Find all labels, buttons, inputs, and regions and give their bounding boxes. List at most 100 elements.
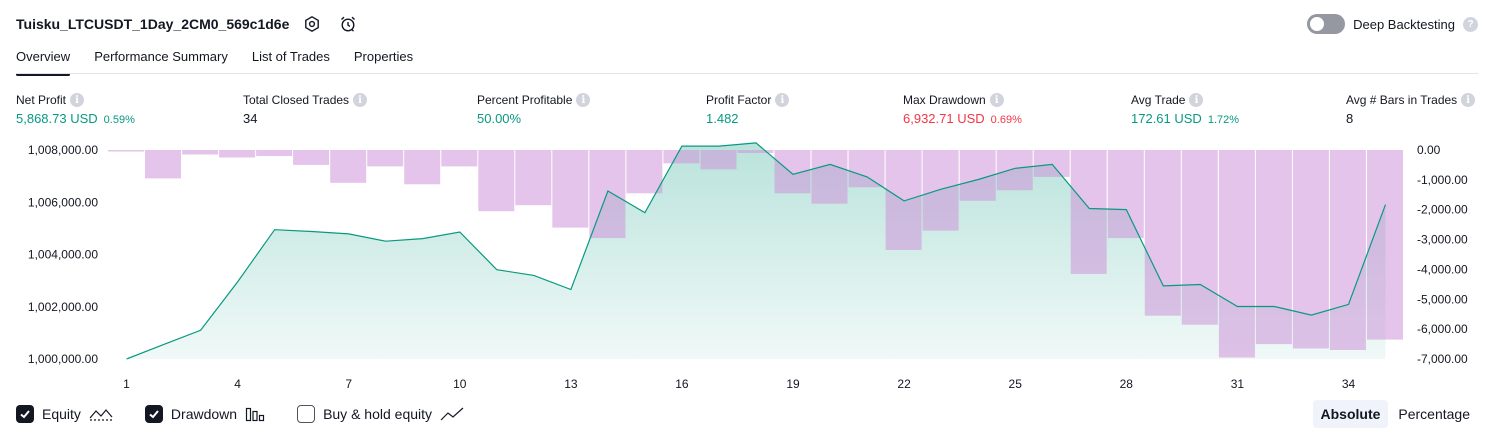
equity-label: Equity [42, 406, 81, 422]
right-axis-tick: 0.00 [1417, 143, 1441, 157]
metric-pct: 0.59% [103, 114, 135, 126]
drawdown-checkbox[interactable] [144, 405, 163, 423]
metric-label: Net Profit [16, 93, 67, 107]
drawdown-bar [848, 150, 885, 188]
info-icon[interactable]: i [775, 93, 790, 107]
right-axis-tick: -1,000.00 [1417, 173, 1468, 187]
drawdown-bar [219, 150, 256, 158]
tab-overview[interactable]: Overview [16, 44, 71, 76]
equity-line-icon [89, 406, 113, 422]
drawdown-bar [478, 150, 515, 212]
drawdown-bar [293, 150, 330, 165]
drawdown-bar [1033, 150, 1070, 177]
drawdown-bar [441, 150, 478, 167]
legend-drawdown[interactable]: Drawdown [144, 405, 265, 423]
metric-value: 1.482 [706, 111, 739, 126]
info-icon[interactable]: i [1461, 93, 1476, 107]
x-axis-tick: 22 [897, 377, 911, 391]
drawdown-bar [1292, 150, 1329, 349]
percentage-button[interactable]: Percentage [1398, 406, 1470, 422]
right-axis-tick: -6,000.00 [1417, 322, 1468, 336]
x-axis-tick: 25 [1009, 377, 1023, 391]
metric-label: Percent Profitable [477, 93, 573, 107]
x-axis-tick: 10 [453, 377, 467, 391]
right-axis-tick: -5,000.00 [1417, 292, 1468, 306]
drawdown-bar [1144, 150, 1181, 316]
equity-line [126, 142, 1387, 360]
settings-icon[interactable] [299, 12, 325, 36]
metric-label: Avg # Bars in Trades [1346, 93, 1458, 107]
drawdown-bar [1367, 150, 1403, 340]
drawdown-bar [330, 150, 367, 183]
metric-pct: 1.72% [1207, 114, 1240, 126]
info-icon[interactable]: i [70, 93, 85, 107]
drawdown-bar [922, 150, 959, 231]
x-axis-tick: 4 [234, 377, 241, 391]
strategy-header: Tuisku_LTCUSDT_1Day_2CM0_569c1d6e [16, 12, 361, 36]
left-axis-tick: 1,008,000.00 [28, 143, 98, 157]
metric-pct: 0.69% [990, 114, 1022, 126]
drawdown-bar [737, 150, 774, 153]
drawdown-bar [1181, 150, 1218, 325]
x-axis-tick: 31 [1231, 377, 1245, 391]
drawdown-bar [256, 150, 293, 156]
help-icon[interactable]: ? [1463, 16, 1478, 32]
drawdown-bar [811, 150, 848, 204]
x-axis-tick: 28 [1120, 377, 1134, 391]
metric-max-drawdown: Max Drawdown i 6,932.71 USD 0.69% [903, 93, 1022, 126]
legend-buy-hold[interactable]: Buy & hold equity [297, 405, 464, 423]
legend-equity[interactable]: Equity [16, 405, 113, 423]
chart-legend: Equity Drawdown Buy & hold equity [16, 403, 496, 425]
buy-hold-checkbox[interactable] [297, 405, 316, 423]
metric-value: 34 [243, 111, 258, 126]
metric-avg-trade: Avg Trade i 172.61 USD 1.72% [1131, 93, 1239, 126]
buy-hold-label: Buy & hold equity [323, 406, 433, 422]
drawdown-bar [367, 150, 404, 167]
equity-drawdown-chart[interactable]: 1,008,000.00 1,006,000.00 1,004,000.00 1,00… [0, 140, 1494, 396]
deep-backtesting: Deep Backtesting ? [1307, 12, 1478, 36]
left-axis-tick: 1,004,000.00 [28, 248, 98, 262]
info-icon[interactable]: i [576, 93, 591, 107]
drawdown-bar [700, 150, 737, 170]
drawdown-bar [145, 150, 181, 179]
drawdown-bar [1218, 150, 1255, 358]
metric-value: 172.61 USD [1131, 111, 1202, 126]
metric-label: Total Closed Trades [243, 93, 350, 107]
right-axis-tick: -3,000.00 [1417, 233, 1468, 247]
report-tabs: Overview Performance Summary List of Tra… [16, 44, 414, 76]
metric-value: 6,932.71 USD [903, 111, 985, 126]
x-axis-tick: 19 [786, 377, 800, 391]
drawdown-bar [1070, 150, 1107, 274]
drawdown-bar [552, 150, 589, 228]
absolute-button[interactable]: Absolute [1312, 400, 1389, 428]
metric-value: 50.00% [477, 111, 522, 126]
deep-backtesting-toggle[interactable] [1307, 14, 1346, 34]
drawdown-bar [404, 150, 441, 185]
drawdown-label: Drawdown [170, 406, 238, 422]
info-icon[interactable]: i [989, 93, 1004, 107]
metric-total-closed-trades: Total Closed Trades i 34 [243, 93, 368, 126]
metric-value: 5,868.73 USD [16, 111, 98, 126]
info-icon[interactable]: i [1189, 93, 1204, 107]
metric-net-profit: Net Profit i 5,868.73 USD 0.59% [16, 93, 135, 126]
drawdown-bars-icon [245, 406, 265, 422]
left-axis-tick: 1,002,000.00 [28, 300, 98, 314]
tab-properties[interactable]: Properties [353, 49, 414, 64]
x-axis-tick: 13 [564, 377, 578, 391]
equity-checkbox[interactable] [16, 405, 34, 423]
x-axis-tick: 16 [675, 377, 689, 391]
right-axis-tick: -7,000.00 [1417, 352, 1468, 366]
drawdown-bar [1329, 150, 1366, 350]
drawdown-bar [108, 150, 144, 152]
info-icon[interactable]: i [353, 93, 368, 107]
strategy-name: Tuisku_LTCUSDT_1Day_2CM0_569c1d6e [16, 16, 290, 32]
metric-label: Avg Trade [1131, 93, 1186, 107]
metric-percent-profitable: Percent Profitable i 50.00% [477, 93, 591, 126]
tab-list-of-trades[interactable]: List of Trades [251, 49, 330, 64]
left-axis-tick: 1,000,000.00 [28, 352, 98, 366]
drawdown-bar [515, 150, 552, 206]
drawdown-bar [182, 150, 219, 155]
tab-performance-summary[interactable]: Performance Summary [94, 49, 228, 64]
alarm-clock-icon[interactable] [335, 12, 361, 36]
metrics-row: Net Profit i 5,868.73 USD 0.59% Total Clos… [16, 93, 1478, 133]
